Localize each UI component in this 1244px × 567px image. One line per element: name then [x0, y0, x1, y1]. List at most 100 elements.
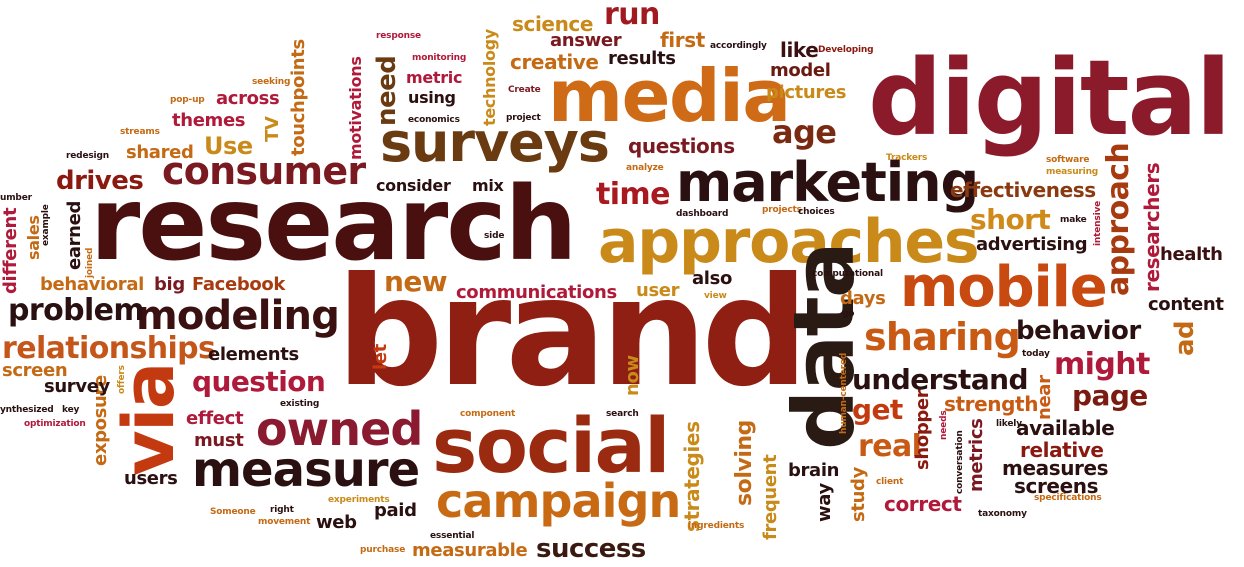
word-approaches: approaches [598, 207, 980, 277]
word-across: across [216, 88, 280, 109]
word-needs: needs [939, 410, 949, 440]
word-might: might [1054, 347, 1150, 382]
word-measurable: measurable [412, 540, 528, 561]
word-component: component [460, 409, 516, 419]
word-taxonomy: taxonomy [978, 509, 1027, 519]
word-health: health [1160, 244, 1223, 265]
word-let: let [370, 344, 391, 370]
word-answer: answer [550, 30, 622, 51]
word-screens: screens [1014, 474, 1099, 498]
word-search: search [606, 409, 639, 419]
word-run: run [604, 0, 660, 32]
word-understand: understand [852, 363, 1029, 396]
word-likely: likely [996, 419, 1022, 429]
word-umber: umber [0, 193, 32, 203]
word-problem: problem [8, 293, 145, 328]
word-sharing: sharing [864, 315, 1021, 359]
word-project: project [506, 113, 541, 123]
word-campaign: campaign [436, 474, 681, 528]
word-days: days [840, 288, 886, 309]
word-measuring: measuring [1046, 167, 1099, 177]
word-choices: choices [798, 207, 835, 217]
word-essential: essential [430, 531, 475, 541]
word-advertising: advertising [976, 234, 1088, 255]
word-get: get [852, 393, 903, 426]
word-different: different [0, 207, 21, 294]
word-question: question [192, 365, 326, 398]
word-behavioral: behavioral [40, 274, 144, 295]
word-web: web [316, 512, 357, 533]
word-marketing: marketing [676, 151, 979, 214]
word-purchase: purchase [360, 545, 406, 555]
word-surveys: surveys [380, 111, 610, 174]
word-consider: consider [376, 176, 451, 195]
word-brand: brand [336, 246, 809, 420]
word-seeking: seeking [252, 77, 291, 87]
word-mobile: mobile [900, 255, 1108, 320]
word-client: client [876, 477, 904, 487]
word-social: social [432, 401, 670, 490]
word-screen: screen [2, 360, 68, 381]
word-questions: questions [628, 134, 735, 158]
word-age: age [772, 113, 837, 151]
word-optimization: optimization [24, 419, 86, 429]
word-conversation: conversation [955, 430, 965, 494]
word-software: software [1046, 155, 1090, 165]
word-elements: elements [208, 344, 299, 365]
word-response: response [376, 31, 421, 41]
word-research: research [90, 165, 577, 284]
word-earned: earned [64, 201, 85, 270]
word-tv: TV [262, 116, 283, 143]
word-creative: creative [510, 50, 599, 74]
word-researchers: researchers [1140, 162, 1164, 292]
word-shopper: shopper [912, 389, 933, 470]
word-today: today [1022, 349, 1050, 359]
word-monitoring: monitoring [412, 53, 467, 63]
word-intensive: intensive [1093, 200, 1103, 246]
word-economics: economics [408, 115, 460, 125]
word-model: model [770, 60, 831, 81]
word-computational: computational [812, 269, 883, 279]
word-streams: streams [120, 127, 160, 137]
word-measure: measure [192, 442, 420, 498]
word-side: side [484, 231, 505, 241]
word-key: key [62, 405, 80, 415]
word-modeling: modeling [136, 293, 340, 339]
word-view: view [704, 291, 727, 301]
word-themes: themes [172, 110, 246, 131]
word-ynthesized: ynthesized [0, 405, 54, 415]
word-study: study [848, 467, 869, 522]
word-digital: digital [868, 37, 1231, 159]
word-motivations: motivations [346, 56, 365, 160]
word-using: using [408, 88, 456, 107]
word-metric: metric [406, 68, 463, 87]
word-right: right [270, 505, 294, 515]
word-correct: correct [884, 492, 962, 516]
word-effect: effect [186, 408, 244, 429]
word-experiments: experiments [328, 495, 390, 505]
word-strategies: strategies [680, 421, 704, 532]
word-trackers: Trackers [886, 153, 928, 163]
word-pop-up: pop-up [170, 95, 205, 105]
word-media: media [548, 54, 791, 138]
word-touchpoints: touchpoints [288, 39, 309, 156]
word-analyze: analyze [626, 163, 664, 173]
word-developing: Developing [818, 45, 874, 55]
word-use: Use [204, 132, 253, 160]
word-need: need [372, 55, 402, 126]
word-movement: movement [258, 517, 311, 527]
word-redesign: redesign [66, 151, 109, 161]
word-brain: brain [788, 460, 840, 481]
word-projects: projects [762, 205, 802, 215]
word-users: users [124, 468, 178, 489]
word-joined: joined [85, 247, 95, 278]
word-accordingly: accordingly [710, 41, 767, 51]
word-technology: technology [480, 29, 499, 126]
word-user: user [636, 280, 680, 301]
word-owned: owned [256, 402, 423, 456]
word-science: science [512, 12, 594, 36]
word-paid: paid [374, 500, 417, 521]
word-human-centered: human-centered [839, 352, 849, 434]
word-measures: measures [1002, 456, 1109, 480]
word-results: results [608, 48, 676, 69]
